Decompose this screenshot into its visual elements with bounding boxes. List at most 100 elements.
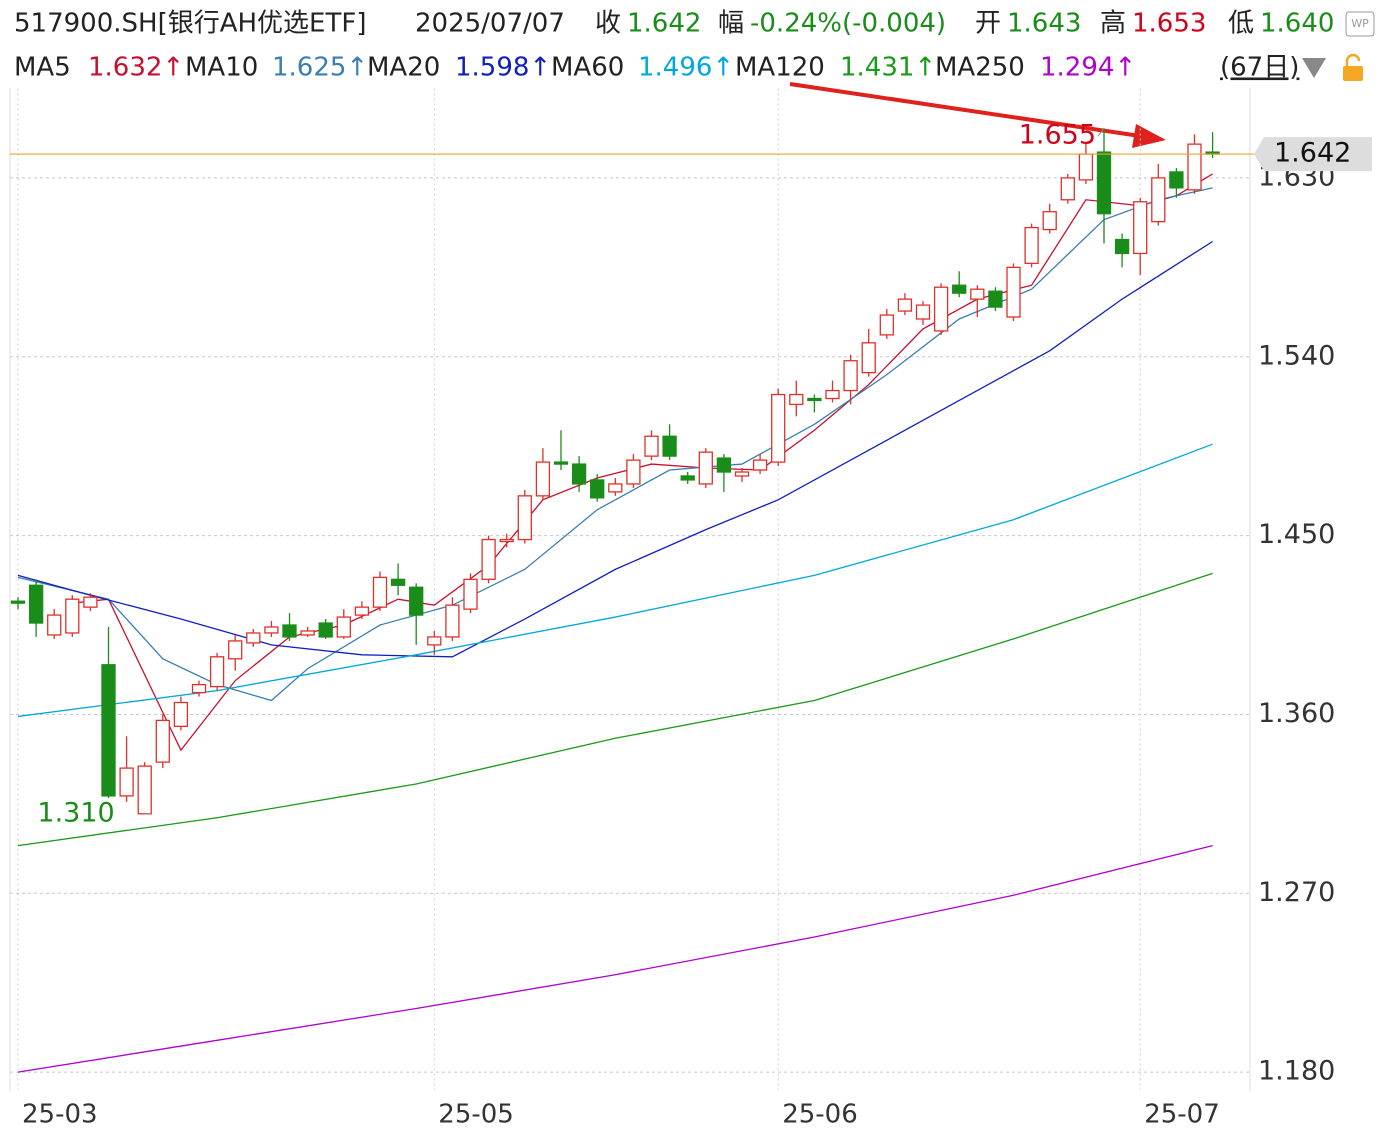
- candle-body: [409, 586, 424, 616]
- candle-body: [535, 461, 551, 497]
- ma-line: [17, 572, 1213, 847]
- candle-body: [1078, 153, 1094, 181]
- candle-body: [282, 624, 297, 638]
- stock-code: 517900.SH[银行AH优选ETF]: [14, 9, 366, 39]
- candle-body: [481, 538, 496, 580]
- candle-body: [734, 471, 750, 477]
- y-tick-label: 1.270: [1258, 877, 1335, 908]
- lock-shackle: [1345, 53, 1361, 66]
- field-label: 收: [595, 9, 621, 39]
- annotation-label: 1.310: [37, 797, 114, 828]
- candle-body: [933, 286, 949, 332]
- ma-legend-value: 1.431↑: [840, 53, 936, 83]
- candle-body: [553, 461, 569, 465]
- candle-body: [1169, 171, 1184, 189]
- ma-legend-name: MA120: [735, 53, 825, 83]
- candle-body: [1151, 177, 1166, 223]
- current-price-tag: [1254, 137, 1372, 172]
- candle-body: [209, 656, 225, 688]
- candle-body: [1024, 226, 1039, 265]
- period: (67日): [1220, 53, 1299, 83]
- candle-body: [915, 304, 931, 320]
- arrow-line: [789, 82, 1141, 138]
- candle-body: [662, 435, 677, 457]
- ma-legend-name: MA20: [367, 53, 440, 83]
- candle-body: [807, 397, 822, 402]
- candle-body: [897, 298, 913, 312]
- candle-body: [101, 664, 116, 797]
- candle-body: [427, 636, 442, 646]
- candle-body: [191, 683, 207, 694]
- date: 2025/07/07: [415, 9, 565, 39]
- candle-body: [372, 576, 388, 608]
- candle-body: [1187, 143, 1202, 191]
- candle-body: [716, 457, 732, 473]
- candle-body: [264, 626, 279, 634]
- candle-body: [825, 389, 840, 400]
- candle-body: [571, 463, 587, 485]
- candle-body: [608, 483, 623, 493]
- ma-legend-name: MA250: [935, 53, 1025, 83]
- y-tick-label: 1.450: [1258, 519, 1335, 550]
- candle-body: [698, 451, 713, 485]
- candle-body: [28, 584, 44, 624]
- field-value: 1.653: [1132, 9, 1206, 39]
- x-tick-label: 25-07: [1144, 1100, 1220, 1130]
- candle-body: [644, 435, 659, 457]
- x-tick-label: 25-05: [438, 1100, 514, 1130]
- candle-body: [517, 495, 532, 541]
- field-label: 幅: [718, 9, 744, 39]
- candle-body: [10, 600, 26, 604]
- candle-body: [752, 459, 768, 471]
- candle-body: [1133, 201, 1148, 255]
- candle-body: [155, 719, 170, 763]
- candle-body: [1006, 266, 1021, 318]
- ma-line: [17, 844, 1213, 1073]
- field-label: 低: [1228, 9, 1254, 39]
- candle-body: [843, 360, 858, 392]
- lock-icon[interactable]: [1343, 66, 1363, 81]
- y-tick-label: 1.180: [1258, 1056, 1335, 1087]
- field-value: 1.643: [1007, 9, 1081, 39]
- ma-line: [17, 240, 1213, 658]
- field-value: 1.640: [1260, 9, 1334, 39]
- candle-body: [173, 701, 189, 728]
- candle-body: [1042, 211, 1057, 231]
- x-tick-label: 25-03: [22, 1100, 98, 1130]
- field-label: 开: [975, 9, 1001, 39]
- candle-body: [445, 604, 460, 638]
- candle-body: [861, 342, 876, 374]
- current-price-label: 1.642: [1274, 138, 1351, 169]
- candle-body: [771, 393, 786, 463]
- candle-body: [590, 479, 605, 499]
- ma-legend-value: 1.632↑: [88, 53, 184, 83]
- y-tick-label: 1.360: [1258, 698, 1335, 729]
- ma-legend-value: 1.625↑: [272, 53, 368, 83]
- candle-body: [789, 393, 804, 406]
- candle-body: [626, 459, 641, 485]
- candle-body: [354, 606, 370, 616]
- candle-body: [246, 632, 261, 644]
- candle-body: [680, 475, 695, 481]
- field-value: 1.642: [627, 9, 701, 39]
- candle-body: [300, 630, 315, 636]
- candle-body: [119, 767, 134, 797]
- candle-body: [228, 640, 243, 660]
- field-value: -0.24%(-0.004): [750, 9, 946, 39]
- candle-body: [952, 284, 967, 294]
- candle-body: [83, 596, 98, 608]
- candle-body: [137, 765, 152, 815]
- candle-body: [988, 290, 1003, 308]
- candle-body: [318, 622, 333, 638]
- candle-body: [1096, 151, 1112, 215]
- ma-legend-name: MA10: [185, 53, 258, 83]
- candle-body: [1060, 177, 1075, 201]
- candle-body: [1114, 238, 1130, 255]
- wp-icon[interactable]: [1345, 11, 1375, 37]
- candle-body: [499, 538, 514, 543]
- annotation-label: 1.655: [1019, 120, 1096, 151]
- dropdown-arrow[interactable]: [1302, 58, 1326, 78]
- candle-body: [390, 578, 406, 586]
- candle-body: [970, 288, 985, 300]
